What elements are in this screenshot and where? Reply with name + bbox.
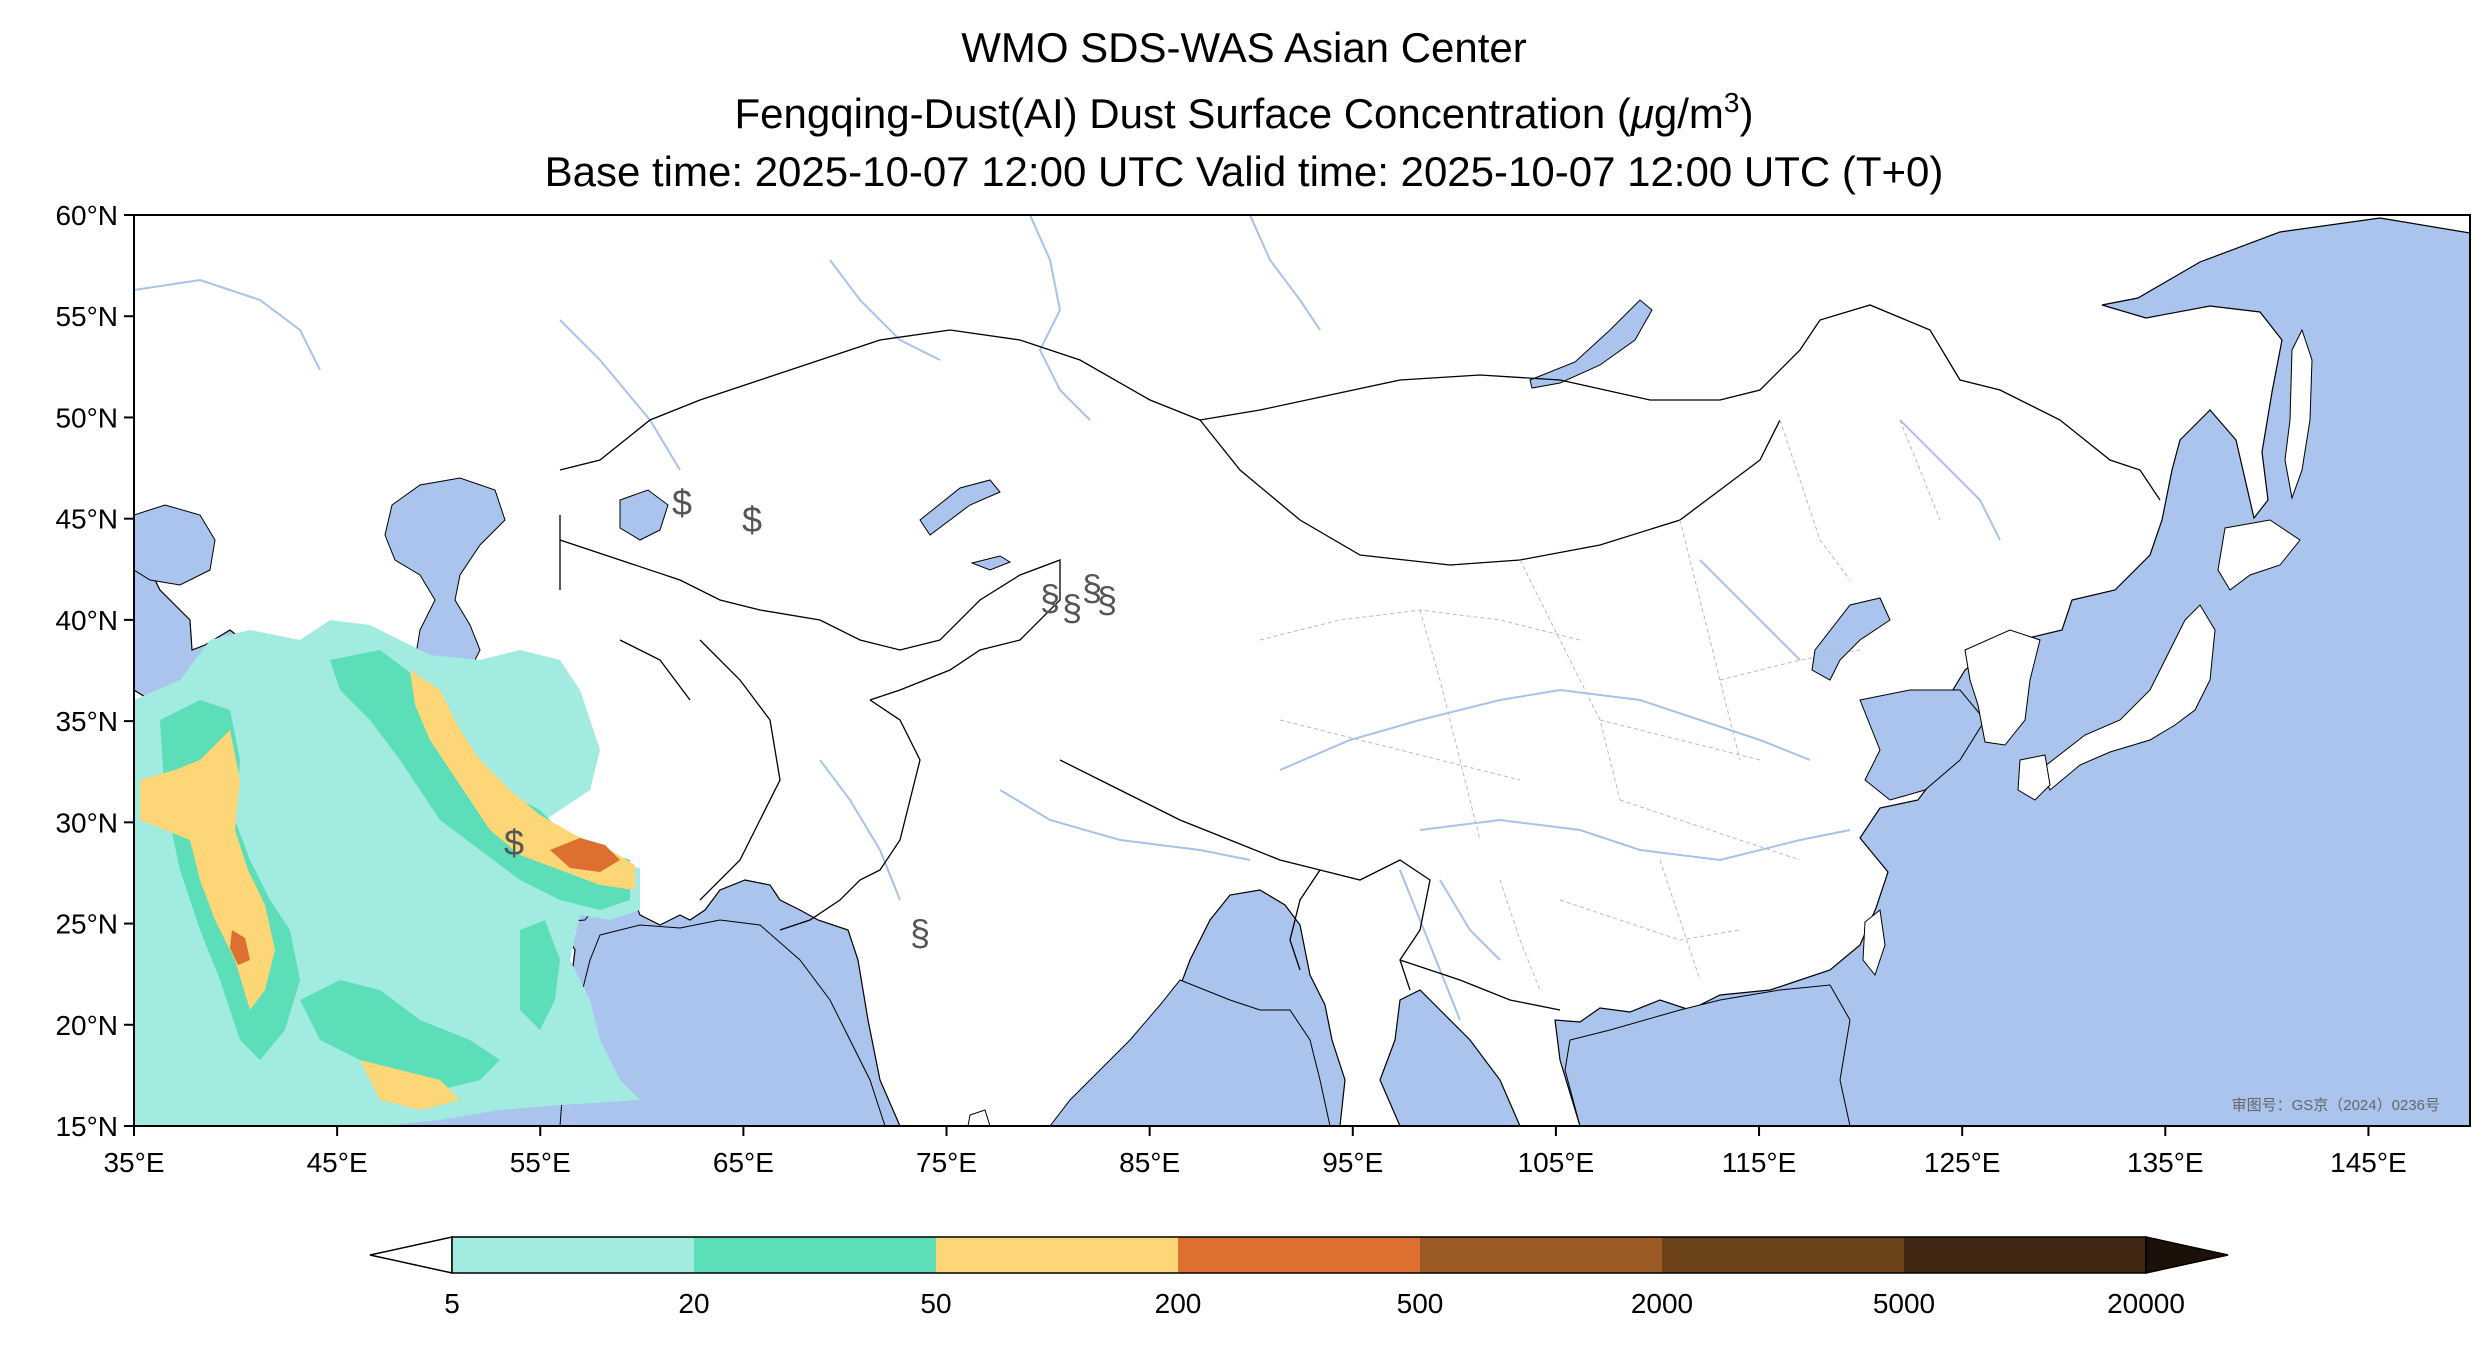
province-borders xyxy=(1259,419,1941,991)
bohai-sea xyxy=(1811,597,1891,681)
lat-tick-label: 55°N xyxy=(55,301,118,332)
title-line-2-unit: g/m xyxy=(1654,90,1724,137)
colorbar-segment xyxy=(1178,1237,1420,1273)
land-taiwan xyxy=(1862,909,1886,977)
map-frame xyxy=(133,214,2471,1127)
longitude-ticks: 35°E 45°E 55°E 65°E 75°E 85°E 95°E 105°E 115°E 12… xyxy=(103,1126,2407,1178)
marker-7: $ xyxy=(504,822,524,863)
lon-tick-label: 75°E xyxy=(916,1147,977,1178)
lat-tick-label: 35°N xyxy=(55,706,118,737)
dust-level-4 xyxy=(230,838,620,965)
title-line-1: WMO SDS-WAS Asian Center xyxy=(961,24,1527,71)
lat-tick-label: 30°N xyxy=(55,807,118,838)
lat-tick-label: 15°N xyxy=(55,1111,118,1142)
lon-tick-label: 105°E xyxy=(1518,1147,1595,1178)
title-line-2: Fengqing-Dust(AI) Dust Surface Concentra… xyxy=(734,87,1753,137)
lon-tick-label: 95°E xyxy=(1322,1147,1383,1178)
lon-tick-label: 65°E xyxy=(713,1147,774,1178)
lon-tick-label: 125°E xyxy=(1924,1147,2001,1178)
caspian-sea xyxy=(384,477,506,681)
map-approval-number: 审图号：GS京（2024）0236号 xyxy=(2232,1097,2440,1114)
land-japan-hokkaido xyxy=(2217,519,2301,591)
colorbar-tick-label: 20 xyxy=(678,1288,709,1319)
lat-tick-label: 40°N xyxy=(55,605,118,636)
title-line-3: Base time: 2025-10-07 12:00 UTC Valid ti… xyxy=(545,148,1944,195)
colorbar-segment xyxy=(452,1237,694,1273)
colorbar-under-arrow xyxy=(369,1236,453,1274)
lat-tick-label: 50°N xyxy=(55,402,118,433)
colorbar-segment xyxy=(694,1237,936,1273)
lat-tick-label: 20°N xyxy=(55,1010,118,1041)
south-china-sea xyxy=(1564,984,1851,1126)
lon-tick-label: 145°E xyxy=(2330,1147,2407,1178)
lon-tick-label: 85°E xyxy=(1119,1147,1180,1178)
colorbar-tick-label: 2000 xyxy=(1631,1288,1693,1319)
title-line-2-sup: 3 xyxy=(1724,87,1740,118)
colorbar: 5 20 50 200 500 2000 5000 20000 xyxy=(369,1236,2229,1319)
title-line-2-mu: μ xyxy=(1630,90,1654,137)
lon-tick-label: 135°E xyxy=(2127,1147,2204,1178)
aral-sea xyxy=(619,489,669,541)
dust-field xyxy=(134,620,640,1126)
title-line-2-prefix: Fengqing-Dust(AI) Dust Surface Concentra… xyxy=(734,90,1630,137)
land-japan-kyushu xyxy=(2017,754,2051,801)
marker-8: § xyxy=(910,912,930,953)
lake-issyk-kul xyxy=(970,555,1012,571)
colorbar-tick-label: 5 xyxy=(444,1288,460,1319)
colorbar-tick-label: 200 xyxy=(1155,1288,1202,1319)
lon-tick-label: 35°E xyxy=(103,1147,164,1178)
site-markers: $ $ § § § § $ § xyxy=(504,482,1117,953)
lat-tick-label: 60°N xyxy=(55,200,118,231)
colorbar-segment xyxy=(1904,1237,2146,1273)
marker-1: $ xyxy=(672,482,692,523)
lat-tick-label: 45°N xyxy=(55,504,118,535)
land-korea xyxy=(1964,629,2041,746)
lon-tick-label: 55°E xyxy=(510,1147,571,1178)
land-sri-lanka xyxy=(967,1109,991,1126)
marker-3: § xyxy=(1040,577,1060,618)
marker-2: $ xyxy=(742,499,762,540)
colorbar-tick-label: 20000 xyxy=(2107,1288,2185,1319)
rivers xyxy=(134,215,2001,1021)
lat-tick-label: 25°N xyxy=(55,909,118,940)
latitude-ticks: 60°N 55°N 50°N 45°N 40°N 35°N 30°N 25°N 20°N 15°N xyxy=(55,200,134,1142)
black-sea xyxy=(134,504,216,586)
land-sakhalin xyxy=(2284,328,2313,500)
colorbar-segment xyxy=(936,1237,1178,1273)
dust-level-3b xyxy=(410,670,635,890)
colorbar-over-arrow xyxy=(2145,1236,2229,1274)
marker-6: § xyxy=(1097,579,1117,620)
marker-5: § xyxy=(1082,567,1102,608)
colorbar-segment xyxy=(1420,1237,1662,1273)
lake-baikal xyxy=(1529,299,1653,389)
lon-tick-label: 45°E xyxy=(307,1147,368,1178)
colorbar-tick-label: 5000 xyxy=(1873,1288,1935,1319)
dust-level-2d xyxy=(520,920,560,1030)
dust-level-2c xyxy=(300,980,500,1090)
yellow-sea xyxy=(1859,689,1986,801)
colorbar-frame xyxy=(451,1236,2147,1274)
bay-of-bengal xyxy=(1049,979,1331,1126)
lon-tick-label: 115°E xyxy=(1722,1147,1797,1178)
colorbar-tick-label: 500 xyxy=(1397,1288,1444,1319)
marker-4: § xyxy=(1062,587,1082,628)
land-japan-honshu xyxy=(2039,604,2216,791)
colorbar-tick-label: 50 xyxy=(920,1288,951,1319)
colorbar-segment xyxy=(1662,1237,1904,1273)
lake-balkhash xyxy=(919,479,1001,536)
dust-level-3c xyxy=(360,1060,460,1110)
map-panel: $ $ § § § § $ § 审图号：GS京（2024）0236号 xyxy=(134,215,2470,1126)
title-line-2-suffix: ) xyxy=(1740,90,1754,137)
